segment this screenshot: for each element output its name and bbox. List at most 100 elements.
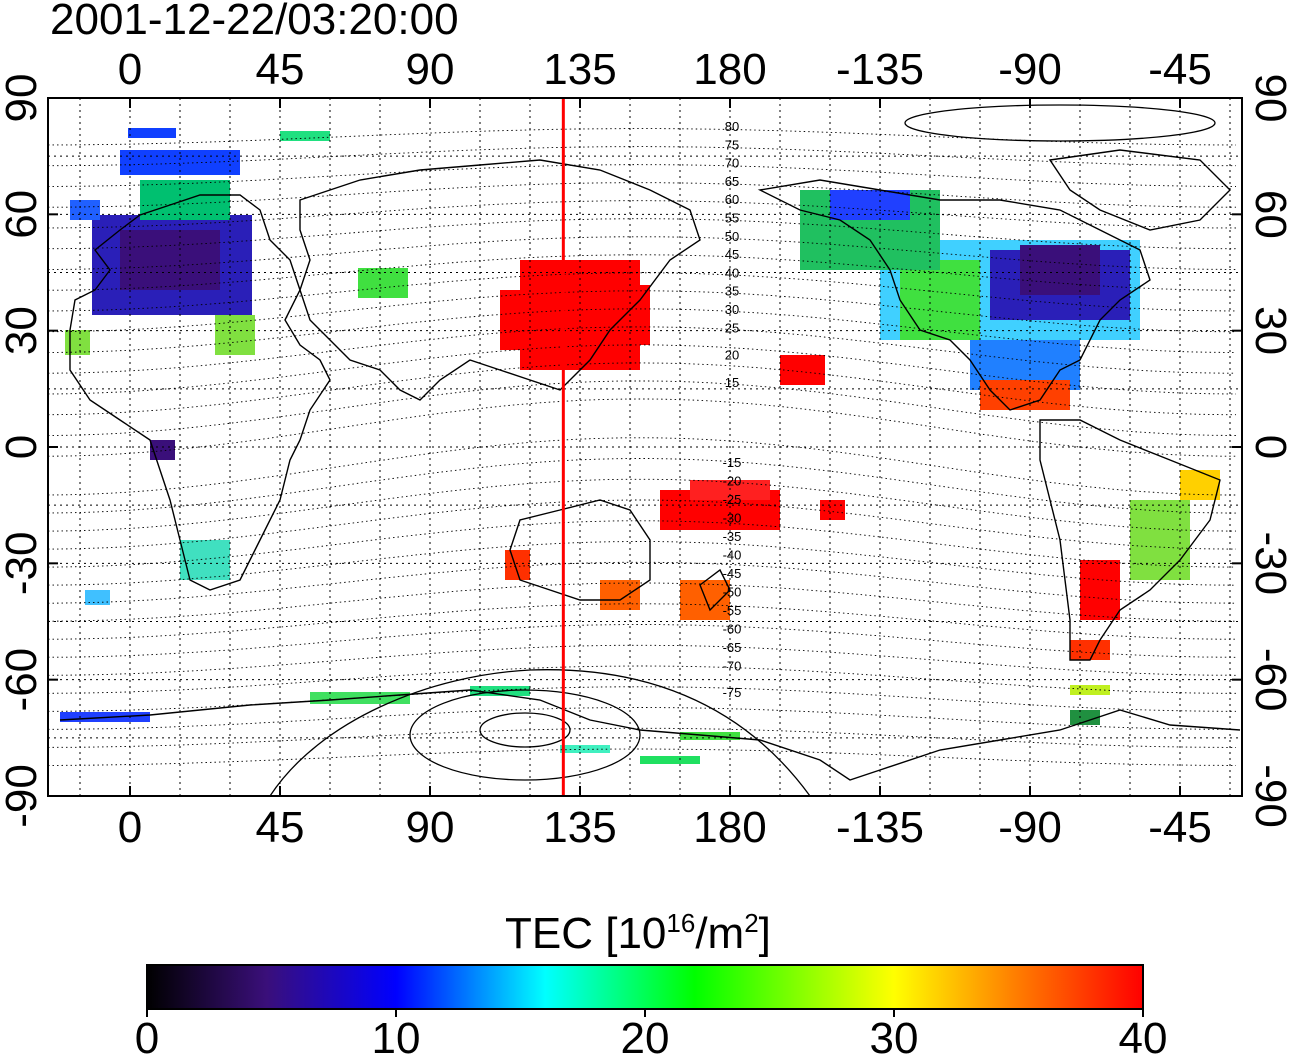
- contour-label-north: 70: [725, 156, 739, 171]
- mag-lat-contour: [48, 561, 1237, 604]
- lon-tick-top: 90: [406, 45, 455, 94]
- lat-tick-right: 30: [1246, 306, 1292, 355]
- contour-label-north: 65: [725, 174, 739, 189]
- lon-tick-top: 45: [256, 45, 305, 94]
- contour-label-north: 35: [725, 284, 739, 299]
- colorbar-label: TEC [1016/m2]: [505, 908, 771, 958]
- contour-label-south: -60: [723, 622, 742, 637]
- contour-label-south: -40: [723, 548, 742, 563]
- lon-tick-bottom: 0: [118, 803, 142, 852]
- contour-label-north: 40: [725, 265, 739, 280]
- contour-label-north: 25: [725, 320, 739, 335]
- contour-label-north: 20: [725, 348, 739, 363]
- lon-tick-bottom: 45: [256, 803, 305, 852]
- timestamp-title: 2001-12-22/03:20:00: [50, 0, 459, 44]
- mag-lat-contour: [48, 380, 1237, 436]
- contour-label-north: 80: [725, 119, 739, 134]
- top-lon-ticks: 0 45 90 135 180 -135 -90 -45: [118, 45, 1212, 94]
- right-lat-ticks: 90 60 30 0 -30 -60 -90: [1246, 74, 1292, 828]
- lon-tick-bottom: -90: [998, 803, 1062, 852]
- bottom-lon-ticks: 0 45 90 135 180 -135 -90 -45: [118, 803, 1212, 852]
- contour-label-north: 45: [725, 247, 739, 262]
- lat-tick-left: 30: [0, 306, 46, 355]
- colorbar-tick-label: 20: [621, 1014, 670, 1057]
- contour-label-south: -55: [723, 603, 742, 618]
- mag-lat-contour: [48, 200, 1237, 229]
- lat-tick-right: -90: [1246, 764, 1292, 828]
- mag-lat-contour: [48, 398, 1236, 457]
- contour-label-north: 30: [725, 302, 739, 317]
- mag-lat-contour: [48, 437, 1236, 496]
- mag-lat-contour: [48, 218, 1236, 250]
- mag-lat-contour: [48, 603, 1236, 640]
- contour-label-south: -30: [723, 511, 742, 526]
- magnetic-pole-contour-north: [904, 104, 1216, 142]
- mag-lat-contour: [48, 499, 1237, 550]
- mag-lat-contour: [48, 308, 1237, 353]
- contour-label-north: 60: [725, 192, 739, 207]
- mag-lat-contour: [48, 326, 1236, 374]
- mag-lat-contour: [48, 236, 1237, 270]
- contour-label-south: -45: [723, 566, 742, 581]
- magnetic-pole-contour-south-outer: [269, 669, 811, 796]
- contour-label-south: -70: [723, 659, 742, 674]
- mag-lat-contour: [48, 582, 1236, 622]
- mag-lat-contour: [48, 290, 1236, 333]
- coastlines: [59, 149, 1241, 781]
- contour-label-south: -15: [723, 455, 742, 470]
- contour-label-north: 75: [725, 137, 739, 152]
- mag-lat-contour: [48, 478, 1237, 532]
- contour-label-north: 55: [725, 211, 739, 226]
- lat-tick-right: -60: [1246, 648, 1292, 712]
- colorbar-tick-label: 10: [372, 1014, 421, 1057]
- lon-tick-top: -135: [836, 45, 924, 94]
- contour-label-south: -65: [723, 640, 742, 655]
- colorbar-tick-label: 30: [870, 1014, 919, 1057]
- lat-tick-right: 0: [1246, 435, 1292, 459]
- mag-lat-contour: [48, 458, 1237, 514]
- lat-tick-left: 90: [0, 74, 46, 123]
- frame-ticks: [48, 97, 1242, 797]
- lon-tick-top: -90: [998, 45, 1062, 94]
- lon-tick-bottom: 135: [543, 803, 616, 852]
- mag-lat-contour: [48, 644, 1237, 676]
- mag-lat-contour: [48, 665, 1236, 694]
- magnetic-pole-contour-south-inner: [479, 712, 571, 748]
- mag-lat-contour: [48, 146, 1236, 167]
- lon-tick-bottom: -135: [836, 803, 924, 852]
- mag-lat-contour: [48, 707, 1237, 730]
- contour-label-south: -50: [723, 585, 742, 600]
- colorbar: [146, 964, 1144, 1010]
- mag-lat-contour: [48, 272, 1237, 312]
- contour-label-south: -25: [723, 492, 742, 507]
- lat-tick-left: 60: [0, 190, 46, 239]
- contour-label-north: 50: [725, 229, 739, 244]
- lat-tick-left: 0: [0, 435, 46, 459]
- mag-lat-contour: [48, 164, 1237, 187]
- mag-lat-contour: [48, 520, 1236, 568]
- lon-tick-bottom: 90: [406, 803, 455, 852]
- tec-data-patches: [60, 128, 1220, 764]
- left-lat-ticks: 90 60 30 0 -30 -60 -90: [0, 74, 46, 828]
- mag-lat-contour: [48, 254, 1236, 291]
- contour-label-north: 15: [725, 375, 739, 390]
- contour-label-south: -20: [723, 474, 742, 489]
- magnetic-pole-contour-south-mid: [409, 689, 641, 781]
- lon-tick-top: 180: [693, 45, 766, 94]
- mag-lat-contour: [48, 344, 1237, 395]
- mag-lat-contour: [48, 362, 1236, 416]
- lat-tick-right: 90: [1246, 74, 1292, 123]
- contour-label-south: -35: [723, 529, 742, 544]
- mag-lat-contour: [48, 748, 1236, 766]
- graticule-grid: [48, 98, 1242, 796]
- lat-tick-right: -30: [1246, 532, 1292, 596]
- lon-tick-top: 0: [118, 45, 142, 94]
- lat-tick-left: -30: [0, 532, 46, 596]
- colorbar-tick-label: 0: [135, 1014, 159, 1057]
- mag-lat-contour: [48, 727, 1236, 748]
- mag-lat-contour: [48, 624, 1237, 658]
- lon-tick-bottom: -45: [1148, 803, 1212, 852]
- lon-tick-top: -45: [1148, 45, 1212, 94]
- mag-lat-contour: [48, 182, 1236, 208]
